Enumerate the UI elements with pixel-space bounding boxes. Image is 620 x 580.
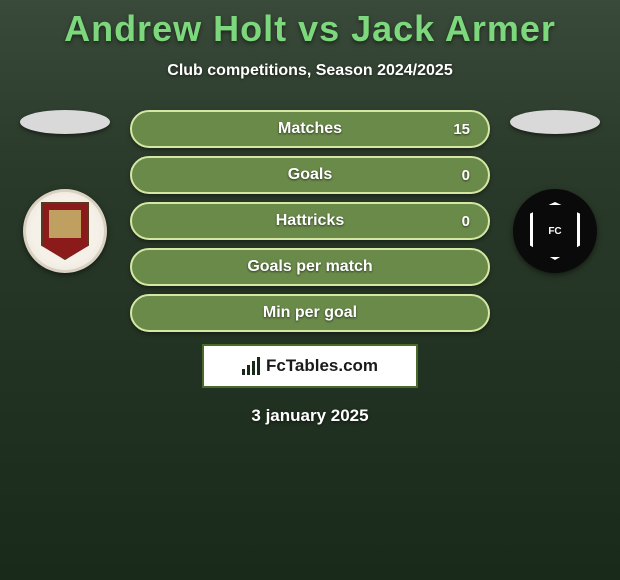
stat-value-right: 15 — [453, 121, 470, 138]
stat-row-goals-per-match: Goals per match — [130, 248, 490, 286]
left-club-badge — [23, 189, 107, 273]
brand-watermark: FcTables.com — [202, 344, 418, 388]
stat-row-min-per-goal: Min per goal — [130, 294, 490, 332]
shield-icon: FC — [530, 202, 580, 260]
left-player-silhouette — [20, 110, 110, 134]
stat-label: Min per goal — [263, 304, 357, 322]
page-title: Andrew Holt vs Jack Armer — [0, 0, 620, 50]
snapshot-date: 3 january 2025 — [130, 406, 490, 426]
stat-value-right: 0 — [462, 167, 470, 184]
stat-value-right: 0 — [462, 213, 470, 230]
stats-list: Matches 15 Goals 0 Hattricks 0 Goals per… — [130, 110, 490, 426]
comparison-panel: Matches 15 Goals 0 Hattricks 0 Goals per… — [0, 110, 620, 426]
bar-chart-icon — [242, 357, 260, 375]
right-club-badge: FC — [513, 189, 597, 273]
right-player-column: FC — [505, 110, 605, 273]
stat-label: Hattricks — [276, 212, 344, 230]
stat-label: Goals per match — [247, 258, 372, 276]
subtitle: Club competitions, Season 2024/2025 — [0, 62, 620, 80]
right-player-silhouette — [510, 110, 600, 134]
stat-label: Matches — [278, 120, 342, 138]
brand-text: FcTables.com — [266, 356, 378, 376]
shield-icon — [41, 202, 89, 260]
stat-row-matches: Matches 15 — [130, 110, 490, 148]
stat-row-goals: Goals 0 — [130, 156, 490, 194]
left-player-column — [15, 110, 115, 273]
stat-label: Goals — [288, 166, 332, 184]
stat-row-hattricks: Hattricks 0 — [130, 202, 490, 240]
